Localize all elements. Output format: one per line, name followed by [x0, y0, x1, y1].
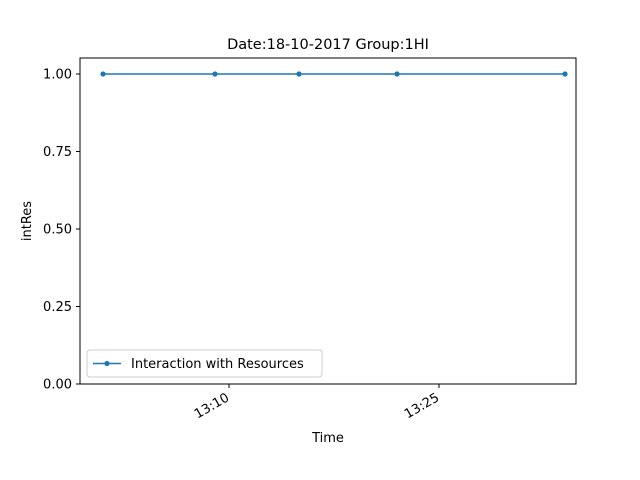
y-tick-label: 0.00: [43, 378, 72, 393]
y-tick-label: 0.25: [43, 300, 72, 315]
data-point: [296, 71, 302, 77]
legend-box: [86, 349, 323, 378]
plot-frame: [79, 57, 577, 385]
y-axis-label: intRes: [20, 201, 35, 241]
chart-title: Date:18-10-2017 Group:1HI: [227, 37, 429, 53]
data-point: [212, 71, 218, 77]
data-point: [562, 71, 568, 77]
legend-marker: [104, 360, 110, 367]
legend-label: Interaction with Resources: [131, 357, 304, 372]
x-axis-label: Time: [311, 431, 344, 446]
legend: Interaction with Resources: [86, 349, 323, 378]
y-tick-label: 1.00: [43, 68, 72, 83]
y-tick-label: 0.75: [43, 145, 72, 160]
data-point: [100, 71, 106, 77]
y-tick-label: 0.50: [43, 223, 72, 238]
data-point: [394, 71, 400, 77]
